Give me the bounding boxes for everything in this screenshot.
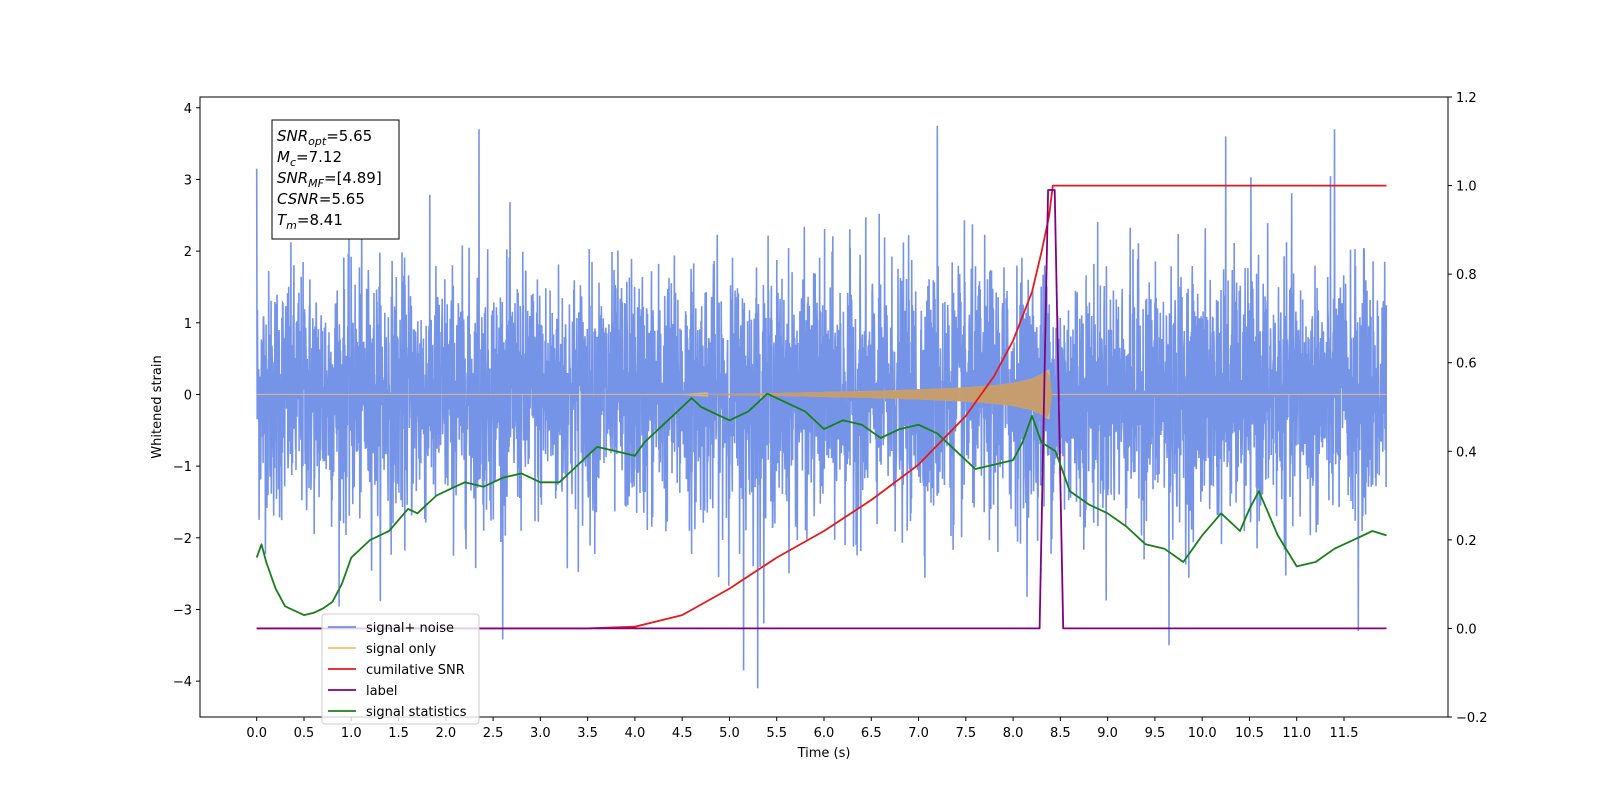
y-tick-label: 1	[184, 317, 192, 332]
legend-label: cumilative SNR	[366, 663, 465, 678]
x-tick-label: 6.5	[861, 726, 882, 741]
annotation-line: Tm=8.41	[277, 211, 343, 232]
x-tick-label: 8.0	[1003, 726, 1024, 741]
plot-area	[255, 125, 1388, 689]
annotation-line: SNRopt=5.65	[277, 127, 372, 148]
x-tick-label: 9.0	[1097, 726, 1118, 741]
y2-tick-label: 0.8	[1456, 268, 1477, 283]
legend-frame	[321, 613, 480, 725]
x-tick-label: 1.5	[388, 726, 409, 741]
y-tick-label: −4	[173, 675, 192, 690]
legend-label: signal only	[366, 642, 436, 657]
x-tick-label: 3.5	[577, 726, 598, 741]
x-tick-label: 9.5	[1145, 726, 1166, 741]
annotation-line: SNRMF=[4.89]	[277, 169, 382, 190]
y2-tick-label: 0.0	[1456, 622, 1477, 637]
y-tick-label: 2	[184, 245, 192, 260]
y2-tick-label: 1.0	[1456, 180, 1477, 195]
y-tick-label: −3	[173, 603, 192, 618]
annotation-line: Mc=7.12	[277, 148, 342, 169]
legend: signal+ noise signal only cumilative SNR la…	[321, 613, 480, 725]
y-axis-left: 4 3 2 1 0 −1 −2 −3 −4	[173, 102, 200, 690]
x-tick-label: 1.0	[341, 726, 362, 741]
x-tick-label: 8.5	[1050, 726, 1071, 741]
y-tick-label: −1	[173, 460, 192, 475]
y2-tick-label: 0.2	[1456, 534, 1477, 549]
x-tick-label: 4.5	[672, 726, 693, 741]
y-tick-label: 4	[184, 102, 192, 117]
y-tick-label: −2	[173, 532, 192, 547]
x-tick-label: 0.0	[246, 726, 267, 741]
x-axis: 0.0 0.5 1.0 1.5 2.0 2.5 3.0 3.5 4.0 4.5 5.0 5.5 6.0 6…	[246, 717, 1358, 741]
x-axis-label: Time (s)	[797, 746, 851, 761]
x-tick-label: 2.5	[483, 726, 504, 741]
y2-tick-label: 1.2	[1456, 91, 1477, 106]
y-tick-label: 0	[184, 388, 192, 403]
x-tick-label: 10.0	[1188, 726, 1217, 741]
x-tick-label: 2.0	[435, 726, 456, 741]
x-tick-label: 11.0	[1282, 726, 1311, 741]
legend-label: signal+ noise	[366, 621, 454, 636]
x-tick-label: 7.5	[955, 726, 976, 741]
signal-only-envelope	[256, 370, 1387, 419]
annotation-line: CSNR=5.65	[277, 190, 365, 208]
annotation-frame	[271, 119, 400, 240]
x-tick-label: 6.0	[814, 726, 835, 741]
x-tick-label: 5.5	[766, 726, 787, 741]
x-tick-label: 0.5	[294, 726, 315, 741]
series-signal-noise	[255, 125, 1388, 689]
y2-tick-label: 0.4	[1456, 445, 1477, 460]
x-tick-label: 4.0	[625, 726, 646, 741]
series-label	[256, 189, 1387, 630]
series-signal-statistics	[255, 392, 1387, 616]
x-tick-label: 10.5	[1235, 726, 1264, 741]
y2-tick-label: −0.2	[1456, 711, 1488, 726]
x-tick-label: 7.0	[908, 726, 929, 741]
y-axis-label: Whitened strain	[150, 355, 165, 458]
y-axis-right: 1.2 1.0 0.8 0.6 0.4 0.2 0.0 −0.2	[1448, 91, 1488, 726]
y-tick-label: 3	[184, 173, 192, 188]
y2-tick-label: 0.6	[1456, 357, 1477, 372]
legend-label: label	[366, 684, 397, 699]
series-cumilative-snr	[256, 184, 1387, 630]
x-tick-label: 3.0	[530, 726, 551, 741]
x-tick-label: 5.0	[719, 726, 740, 741]
legend-label: signal statistics	[366, 705, 467, 720]
x-tick-label: 11.5	[1330, 726, 1359, 741]
